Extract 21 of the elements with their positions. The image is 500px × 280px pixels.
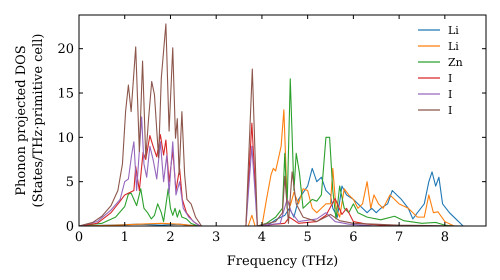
x-tick-label: 7 — [394, 230, 404, 245]
x-tick-label: 5 — [304, 230, 312, 245]
y-tick-label: 0 — [66, 220, 74, 234]
y-tick-label: 20 — [57, 42, 74, 58]
legend-label: I — [448, 104, 452, 117]
legend-label: Zn — [448, 56, 463, 69]
x-axis-title: Frequency (THz) — [226, 254, 338, 269]
y-tick-label: 15 — [57, 86, 74, 102]
y-tick-label: 5 — [66, 175, 74, 190]
y-axis-title: Phonon projected DOS (States/THz·primitive cell) — [14, 33, 46, 208]
legend-label: I — [448, 88, 452, 101]
legend-label: Li — [448, 40, 460, 53]
legend-label: Li — [448, 24, 460, 37]
x-tick-label: 8 — [440, 230, 449, 245]
x-tick-label: 2 — [166, 230, 175, 245]
x-tick-label: 1 — [120, 230, 129, 245]
y-tick-label: 10 — [57, 130, 74, 146]
x-tick-label: 3 — [212, 230, 220, 245]
x-tick-label: 6 — [349, 230, 358, 245]
legend-label: I — [448, 72, 452, 85]
x-tick-label: 4 — [258, 230, 266, 245]
